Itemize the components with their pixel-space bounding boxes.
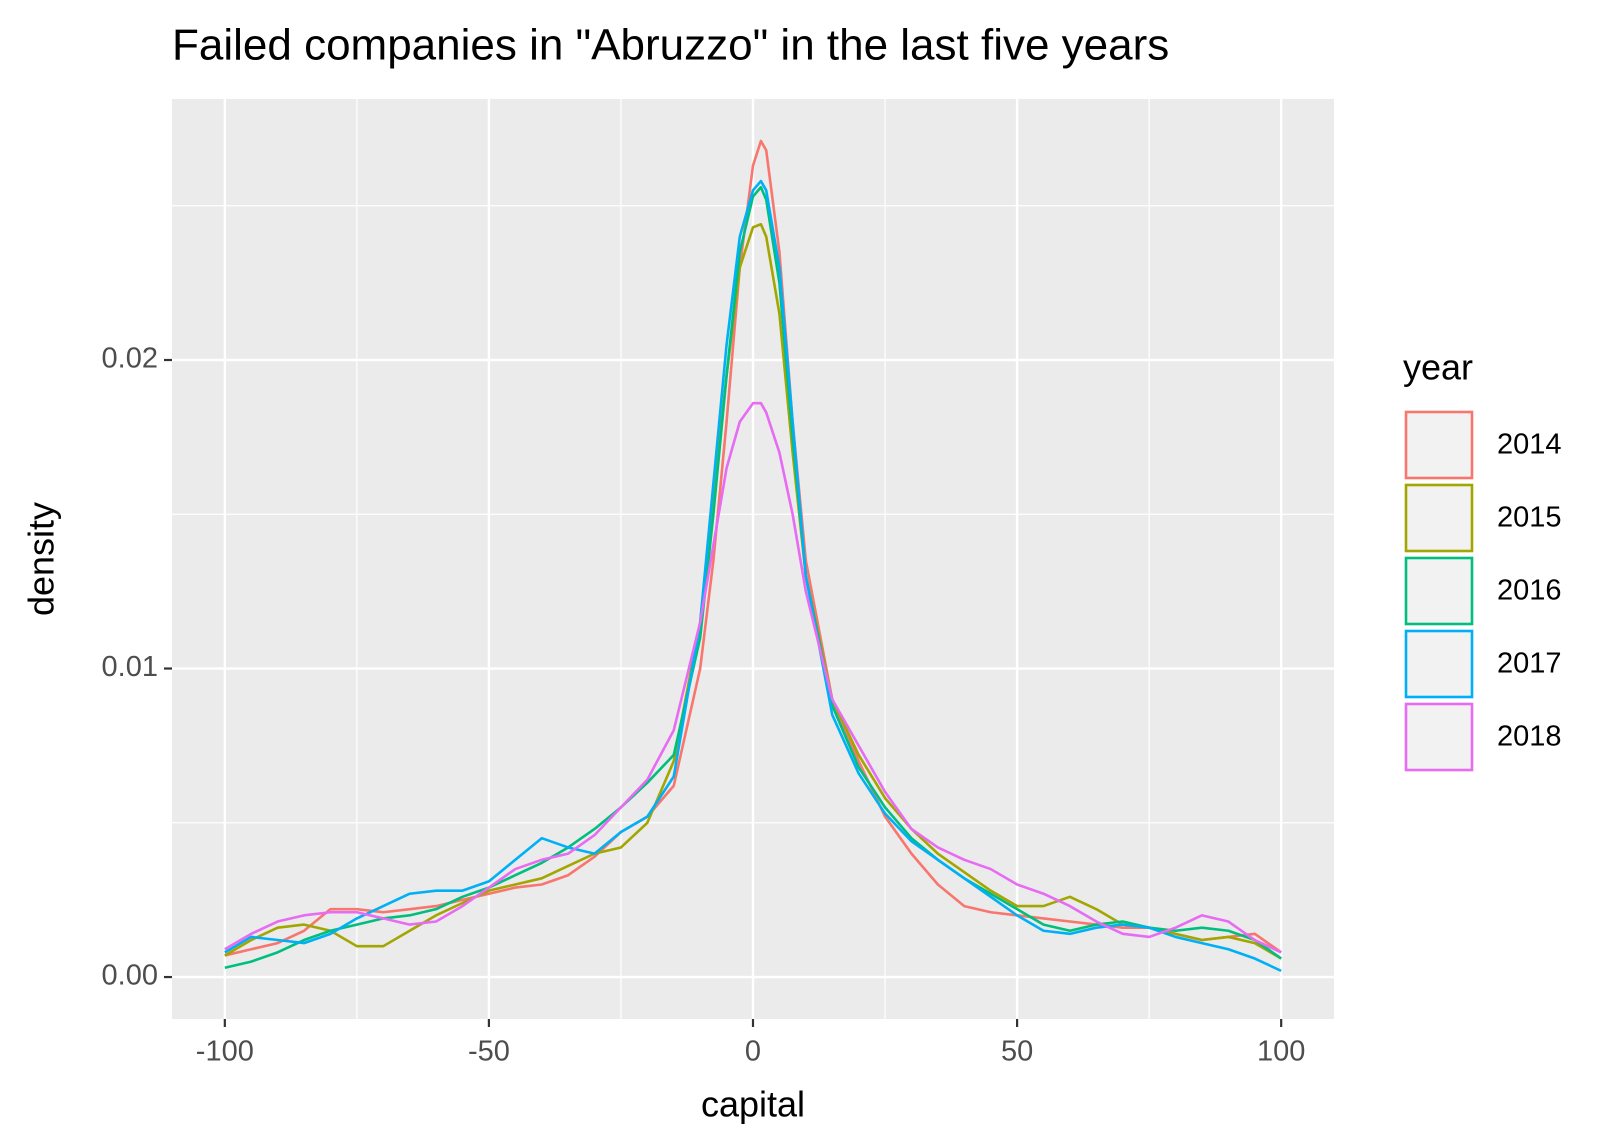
legend: 2014 2015 2016 2017 2018 — [1404, 410, 1562, 772]
legend-key — [1404, 702, 1474, 772]
y-tick-label: 0.01 — [102, 651, 158, 683]
legend-key — [1404, 556, 1474, 626]
legend-key — [1404, 483, 1474, 553]
legend-label: 2014 — [1497, 429, 1562, 461]
x-tick-label: -50 — [468, 1036, 510, 1068]
legend-key — [1404, 629, 1474, 699]
legend-label: 2016 — [1497, 575, 1562, 607]
y-tick-label: 0.00 — [102, 960, 158, 992]
y-tick-label: 0.02 — [102, 343, 158, 375]
x-axis-title: capital — [701, 1084, 805, 1125]
legend-label: 2018 — [1497, 721, 1562, 753]
x-tick-label: -100 — [196, 1036, 254, 1068]
legend-label: 2017 — [1497, 648, 1562, 680]
x-tick-label: 50 — [1001, 1036, 1033, 1068]
grid — [172, 99, 1334, 1019]
axes: -100 -50 0 50 100 0.00 0.01 0.02 — [102, 343, 1306, 1068]
legend-label: 2015 — [1497, 502, 1562, 534]
y-axis-title: density — [21, 502, 62, 616]
legend-title: year — [1403, 347, 1473, 388]
lines — [224, 139, 1282, 973]
chart-title: Failed companies in "Abruzzo" in the las… — [172, 21, 1169, 70]
density-line — [224, 401, 1282, 954]
density-line — [224, 139, 1282, 957]
x-tick-label: 0 — [745, 1036, 761, 1068]
x-tick-label: 100 — [1257, 1036, 1305, 1068]
density-line — [224, 179, 1282, 973]
legend-key — [1404, 410, 1474, 480]
density-line — [224, 185, 1282, 970]
